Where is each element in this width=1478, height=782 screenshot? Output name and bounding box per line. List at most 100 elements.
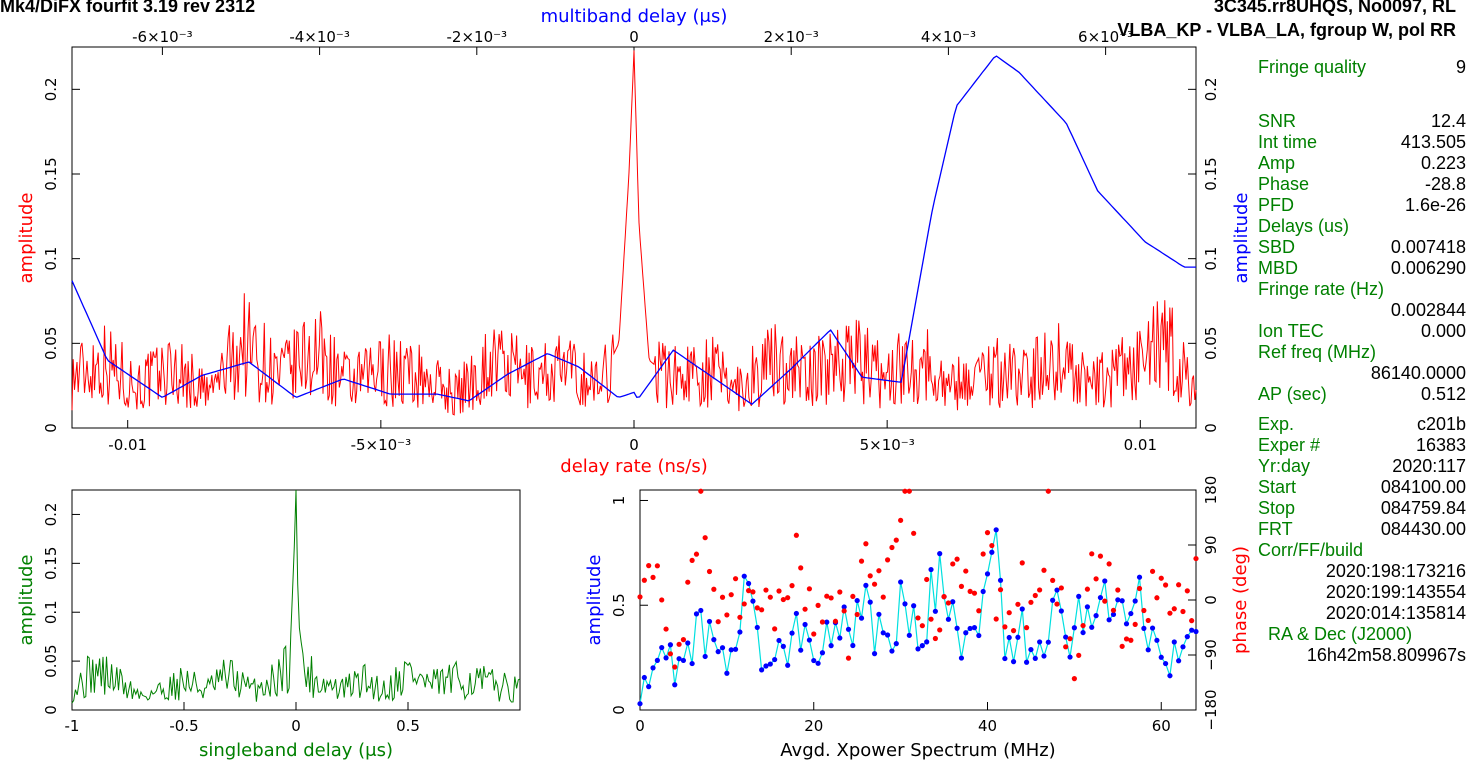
ap-value: 0.512 — [1420, 384, 1466, 404]
fringe-quality-label: Fringe quality — [1258, 57, 1367, 77]
amplitude-point — [815, 660, 821, 666]
amplitude-point — [667, 642, 674, 648]
amplitude-point — [1015, 634, 1021, 640]
amplitude-point — [1110, 611, 1117, 618]
amplitude-point — [750, 598, 756, 604]
amplitude-point — [1058, 608, 1064, 614]
amplitude-point — [654, 657, 660, 663]
amplitude-point — [893, 641, 899, 647]
phase-point — [1176, 582, 1182, 588]
amplitude-point — [1050, 597, 1056, 603]
amplitude-point — [1149, 625, 1156, 631]
phase-point — [884, 557, 891, 563]
amplitude-point — [1128, 610, 1134, 617]
phase-point — [906, 488, 912, 494]
amplitude-point — [906, 632, 912, 638]
mbd-value: 0.006290 — [1390, 258, 1466, 278]
amplitude-point — [919, 643, 925, 649]
amplitude-point — [711, 637, 717, 643]
phase-point — [1141, 607, 1147, 614]
phase-point — [963, 568, 969, 574]
phase-point — [1015, 601, 1021, 607]
amplitude-point — [663, 655, 669, 661]
phase-point — [1154, 595, 1160, 601]
phase-point — [802, 606, 808, 612]
phase-point — [1063, 644, 1069, 650]
phase-point — [928, 616, 934, 622]
amplitude-point — [871, 651, 878, 657]
x-tick-label: 20 — [804, 717, 823, 735]
amplitude-point — [976, 632, 982, 639]
phase-point — [997, 587, 1004, 593]
amplitude-point — [754, 624, 760, 631]
phase-point — [954, 556, 960, 562]
amplitude-point — [1154, 637, 1160, 643]
phase-point — [650, 574, 656, 580]
phase-point — [1028, 599, 1034, 605]
y-tick-label: 0.1 — [42, 600, 60, 624]
fringe-summary-panel: Fringe quality 9 SNR 12.4 Int time 413.505 … — [1258, 0, 1478, 782]
amplitude-point — [989, 549, 995, 555]
amplitude-point — [1028, 646, 1034, 653]
phase-point — [672, 664, 678, 670]
amplitude-point — [1123, 621, 1130, 627]
phase-point — [958, 583, 965, 589]
phase-point — [937, 627, 943, 633]
ref-freq-label: Ref freq (MHz) — [1258, 342, 1377, 362]
phase-point — [1019, 560, 1025, 566]
amplitude-point — [1063, 634, 1069, 640]
y-right-tick-label: 0.2 — [1202, 77, 1220, 101]
x-tick-label: -0.5 — [169, 717, 198, 735]
phase-point — [1093, 576, 1099, 582]
singleband-series-line — [71, 489, 521, 704]
phase-point — [811, 631, 817, 637]
yrday-value: 2020:117 — [1392, 456, 1466, 476]
amplitude-point — [1089, 624, 1095, 630]
x-tick-label: 0 — [629, 436, 639, 454]
phase-point — [824, 593, 830, 599]
corr-build-3: 2020:014:135814 — [1325, 603, 1466, 623]
y-axis-label: amplitude — [16, 193, 37, 284]
amplitude-point — [1162, 660, 1169, 667]
y-tick-label: 1 — [610, 496, 628, 506]
y-tick-label: 0.2 — [42, 77, 60, 101]
phase-point — [689, 557, 695, 563]
amplitude-point — [802, 621, 808, 628]
int-time-value: 413.505 — [1400, 132, 1466, 152]
x-axis-label: Avgd. Xpower Spectrum (MHz) — [780, 740, 1055, 761]
amplitude-point — [1102, 578, 1108, 584]
multiband-delay-series-line — [71, 55, 1196, 406]
amplitude-point — [1041, 653, 1047, 659]
amplitude-point — [980, 588, 986, 595]
amplitude-point — [702, 653, 708, 660]
phase-point — [693, 551, 700, 557]
phase-point — [685, 579, 691, 585]
phase-point — [1037, 587, 1043, 593]
y-right-tick-label: 0 — [1202, 423, 1220, 433]
start-label: Start — [1258, 477, 1297, 497]
amplitude-point — [793, 610, 799, 617]
yrday-label: Yr:day — [1258, 456, 1311, 476]
phase-point — [945, 600, 952, 606]
amplitude-point — [837, 635, 843, 641]
phase-point — [724, 612, 730, 618]
phase-point — [880, 594, 886, 600]
amplitude-point — [724, 670, 730, 676]
amplitude-point — [1080, 629, 1086, 636]
phase-point — [1045, 488, 1051, 494]
phase-point — [1162, 582, 1169, 588]
y-right-tick-label: 180 — [1202, 476, 1220, 505]
x-tick-label: -1 — [65, 717, 80, 735]
phase-point — [1050, 577, 1056, 583]
phase-point — [889, 544, 895, 551]
y-tick-label: 0.05 — [42, 327, 60, 360]
amplitude-point — [737, 629, 743, 635]
phase-point — [715, 619, 721, 625]
phase-point — [776, 588, 782, 594]
y-tick-label: 0.5 — [610, 593, 628, 617]
x-tick-label: -0.01 — [108, 436, 147, 454]
phase-point — [767, 594, 773, 600]
x-axis-label: singleband delay (μs) — [199, 740, 393, 761]
amplitude-point — [706, 618, 713, 625]
phase-point — [806, 586, 813, 592]
